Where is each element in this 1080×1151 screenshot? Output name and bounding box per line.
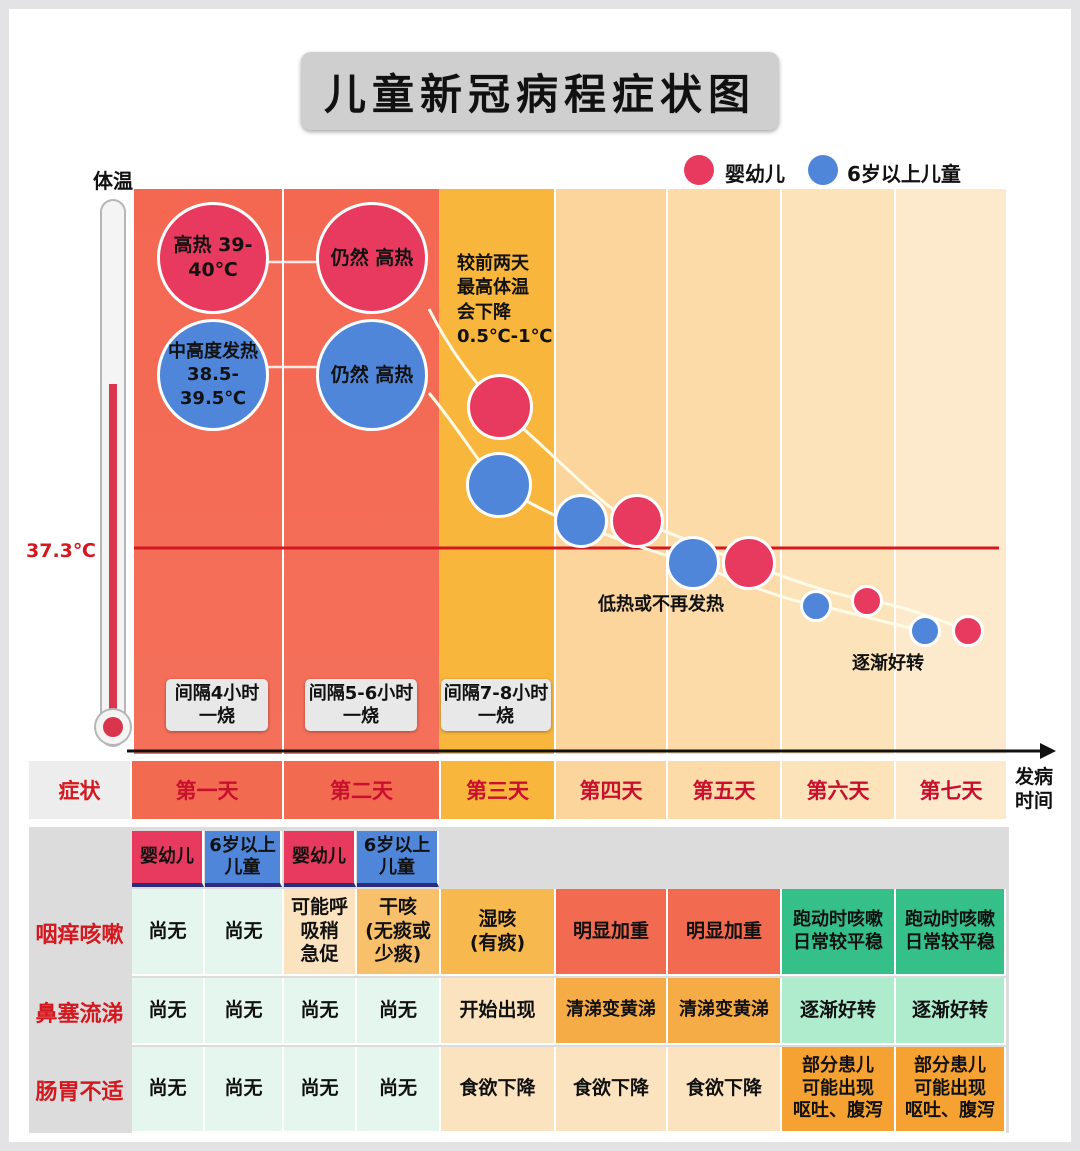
table-cell: 食欲下降 bbox=[556, 1047, 668, 1133]
symptom-header: 症状 bbox=[29, 761, 130, 819]
bubble-child-day5 bbox=[666, 536, 720, 590]
table-cell: 尚无 bbox=[357, 978, 441, 1045]
table-cell: 尚无 bbox=[205, 978, 284, 1045]
interval-day2: 间隔5-6小时 一烧 bbox=[305, 679, 417, 731]
table-cell: 食欲下降 bbox=[441, 1047, 556, 1133]
day6-column bbox=[782, 189, 894, 754]
table-cell: 湿咳 (有痰) bbox=[441, 889, 556, 976]
x-axis-label: 发病 时间 bbox=[1015, 766, 1054, 812]
bubble-infant-day7 bbox=[952, 615, 984, 647]
day4-column bbox=[556, 189, 666, 754]
bubble-infant-day6 bbox=[851, 585, 883, 617]
table-cell: 尚无 bbox=[132, 1047, 205, 1133]
day-label-6: 第六天 bbox=[782, 761, 894, 819]
annotation-low-fever: 低热或不再发热 bbox=[598, 594, 724, 615]
day-label-7: 第七天 bbox=[896, 761, 1006, 819]
legend-infant-label: 婴幼儿 bbox=[725, 162, 785, 186]
y-axis-label: 体温 bbox=[93, 169, 133, 193]
group-header-infant-1: 婴幼儿 bbox=[132, 831, 204, 887]
reference-temp-label: 37.3℃ bbox=[26, 540, 96, 562]
table-cell: 干咳 (无痰或 少痰) bbox=[357, 889, 441, 976]
table-cell: 逐渐好转 bbox=[896, 978, 1006, 1045]
table-cell: 尚无 bbox=[205, 889, 284, 976]
bubble-child-day6 bbox=[800, 590, 832, 622]
bubble-infant-day5 bbox=[722, 536, 776, 590]
table-cell: 跑动时咳嗽 日常较平稳 bbox=[896, 889, 1006, 976]
day5-column bbox=[668, 189, 780, 754]
x-axis-arrow bbox=[1040, 743, 1056, 759]
chart-title: 儿童新冠病程症状图 bbox=[301, 52, 779, 130]
table-cell: 尚无 bbox=[205, 1047, 284, 1133]
table-cell: 开始出现 bbox=[441, 978, 556, 1045]
day7-column bbox=[896, 189, 1006, 754]
bubble-child-day3 bbox=[466, 452, 532, 518]
table-header-filler bbox=[441, 831, 1006, 887]
day-label-5: 第五天 bbox=[668, 761, 780, 819]
table-cell: 尚无 bbox=[357, 1047, 441, 1133]
table-cell: 部分患儿 可能出现 呕吐、腹泻 bbox=[782, 1047, 896, 1133]
table-cell: 可能呼 吸稍 急促 bbox=[284, 889, 357, 976]
thermometer-bulb bbox=[103, 717, 123, 737]
bubble-child-day1: 中高度发热 38.5-39.5℃ bbox=[157, 319, 269, 431]
legend-infant-dot bbox=[684, 155, 714, 185]
table-cell: 逐渐好转 bbox=[782, 978, 896, 1045]
table-cell: 尚无 bbox=[132, 978, 205, 1045]
table-cell: 明显加重 bbox=[556, 889, 668, 976]
page: 儿童新冠病程症状图 婴幼儿 6岁以上儿童 体温 37.3℃ 高热 39-40℃ … bbox=[9, 9, 1071, 1142]
table-cell: 清涕变黄涕 bbox=[556, 978, 668, 1045]
bubble-child-day2: 仍然 高热 bbox=[316, 319, 428, 431]
bubble-child-day4 bbox=[554, 494, 608, 548]
day-label-1: 第一天 bbox=[132, 761, 282, 819]
group-header-infant-2: 婴幼儿 bbox=[284, 831, 356, 887]
row-label-stomach: 肠胃不适 bbox=[29, 1047, 130, 1133]
table-cell: 部分患儿 可能出现 呕吐、腹泻 bbox=[896, 1047, 1006, 1133]
table-header-blank bbox=[29, 831, 130, 887]
day-label-3: 第三天 bbox=[441, 761, 554, 819]
interval-day1: 间隔4小时 一烧 bbox=[166, 679, 268, 731]
table-cell: 尚无 bbox=[284, 978, 357, 1045]
day-label-4: 第四天 bbox=[556, 761, 666, 819]
bubble-infant-day3 bbox=[467, 374, 533, 440]
table-cell: 尚无 bbox=[284, 1047, 357, 1133]
table-cell: 跑动时咳嗽 日常较平稳 bbox=[782, 889, 896, 976]
legend-child-label: 6岁以上儿童 bbox=[847, 162, 961, 186]
bubble-child-day7 bbox=[909, 615, 941, 647]
row-label-nasal: 鼻塞流涕 bbox=[29, 978, 130, 1045]
annotation-improving: 逐渐好转 bbox=[852, 653, 924, 674]
group-header-child-2: 6岁以上 儿童 bbox=[357, 831, 439, 887]
day-label-2: 第二天 bbox=[284, 761, 439, 819]
table-cell: 清涕变黄涕 bbox=[668, 978, 782, 1045]
interval-day3: 间隔7-8小时 一烧 bbox=[441, 679, 551, 731]
bubble-infant-day1: 高热 39-40℃ bbox=[157, 202, 269, 314]
table-cell: 尚无 bbox=[132, 889, 205, 976]
annotation-day3: 较前两天 最高体温 会下降 0.5℃-1℃ bbox=[457, 253, 553, 347]
table-cell: 食欲下降 bbox=[668, 1047, 782, 1133]
bubble-infant-day2: 仍然 高热 bbox=[316, 202, 428, 314]
thermometer-mercury bbox=[109, 384, 117, 719]
column-divider bbox=[282, 189, 284, 754]
group-header-child-1: 6岁以上 儿童 bbox=[205, 831, 282, 887]
row-label-cough: 咽痒咳嗽 bbox=[29, 889, 130, 976]
table-cell: 明显加重 bbox=[668, 889, 782, 976]
bubble-infant-day4 bbox=[610, 494, 664, 548]
legend-child-dot bbox=[808, 155, 838, 185]
